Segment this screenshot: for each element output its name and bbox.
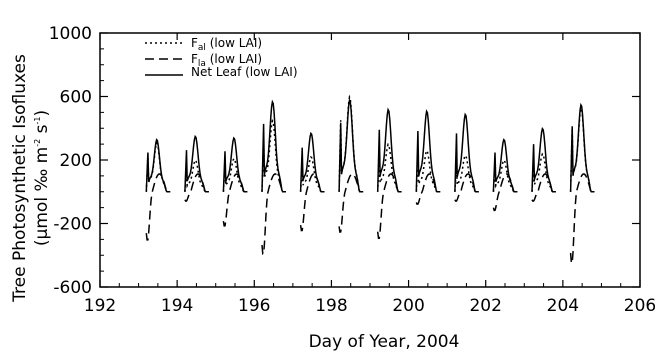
- fla-curve-day-2: [222, 173, 248, 227]
- y-tick-label: 200: [60, 151, 92, 171]
- net-curve-day-3: [261, 99, 286, 193]
- net-curve-day-10: [531, 126, 556, 193]
- fal-curve-day-10: [531, 152, 556, 193]
- legend: Fal (low LAI)Fla (low LAI)Net Leaf (low …: [145, 36, 298, 79]
- legend-label-2: Net Leaf (low LAI): [191, 65, 298, 79]
- y-tick-label: -600: [53, 278, 92, 298]
- fla-curve-day-8: [454, 173, 479, 202]
- legend-label-0: Fal (low LAI): [191, 36, 262, 53]
- net-curve-day-0: [145, 138, 171, 193]
- tick-labels: 192 194 196 198 200 202 204 206 -600 -200 200 600 10…: [49, 24, 655, 316]
- fla-curve-day-11: [569, 173, 595, 265]
- x-tick-label: 194: [161, 296, 193, 316]
- y-tick-label: -200: [53, 215, 92, 235]
- net-curve-day-9: [492, 138, 518, 193]
- x-axis-label: Day of Year, 2004: [309, 332, 460, 352]
- fal-curve-day-1: [184, 159, 209, 193]
- fla-curve-day-5: [338, 173, 364, 233]
- fla-curve-day-10: [531, 173, 556, 202]
- fla-curve-day-4: [299, 173, 325, 232]
- net-curve-day-8: [454, 112, 479, 193]
- net-curve-day-1: [184, 134, 209, 193]
- legend-label-1: Fla (low LAI): [191, 52, 262, 69]
- net-curve-day-11: [569, 102, 595, 193]
- fal-curve-day-0: [145, 141, 171, 193]
- x-tick-label: 200: [392, 296, 424, 316]
- fal-curve-day-5: [338, 94, 364, 193]
- x-tick-label: 196: [238, 296, 270, 316]
- plot-area: [145, 94, 595, 265]
- y-axis-label-line1: Tree Photosynthetic Isofluxes: [10, 54, 30, 303]
- y-axis-label-line2: (μmol ‰ m-2 s-1): [32, 110, 52, 246]
- fal-curve-day-7: [415, 149, 441, 193]
- fal-curve-day-6: [376, 142, 402, 193]
- fla-curve-day-9: [492, 173, 518, 212]
- fal-curve-day-4: [299, 155, 325, 193]
- plot-frame: [99, 32, 641, 288]
- fal-curve-day-11: [569, 106, 595, 193]
- y-tick-label: 600: [60, 88, 92, 108]
- fal-curve-day-9: [492, 159, 518, 193]
- x-tick-label: 198: [315, 296, 347, 316]
- x-tick-label: 202: [469, 296, 501, 316]
- fla-curve-day-1: [184, 173, 209, 202]
- fla-curve-day-3: [261, 173, 286, 255]
- x-tick-label: 206: [624, 296, 655, 316]
- fal-curve-day-3: [261, 118, 286, 193]
- x-tick-label: 204: [547, 296, 579, 316]
- axis-ticks: [99, 32, 641, 288]
- fal-curve-day-8: [454, 154, 479, 193]
- fla-curve-day-0: [145, 173, 171, 241]
- x-tick-label: 192: [84, 296, 116, 316]
- net-curve-day-7: [415, 109, 441, 193]
- net-curve-day-5: [338, 97, 364, 193]
- y-tick-label: 1000: [49, 24, 92, 44]
- fla-curve-day-7: [415, 173, 441, 206]
- fla-curve-day-6: [376, 173, 402, 240]
